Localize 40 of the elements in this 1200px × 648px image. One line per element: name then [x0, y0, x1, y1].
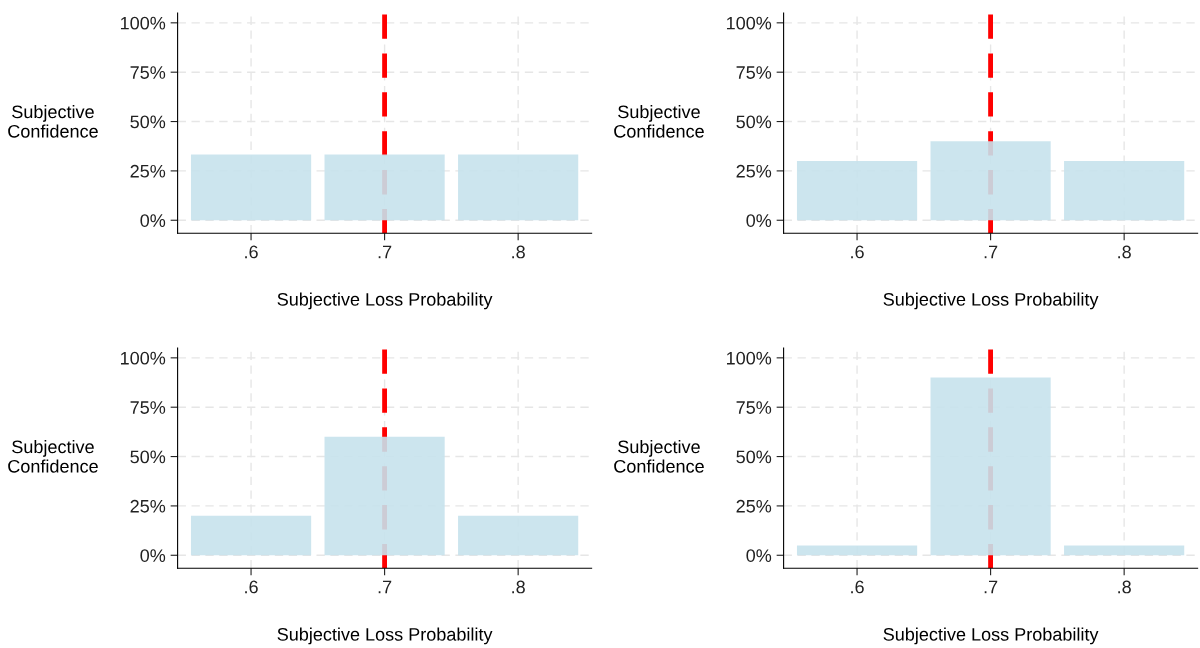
y-tick-label: 75% [736, 66, 772, 79]
y-tick-label: 25% [130, 164, 166, 178]
y-axis-title: Subjective Confidence [614, 440, 704, 473]
x-tick-label: .8 [1118, 245, 1131, 259]
x-tick-label: .6 [851, 245, 864, 259]
y-tick-label: 0% [746, 549, 772, 562]
y-tick-label: 100% [726, 16, 772, 30]
x-tick-label: .8 [512, 245, 525, 259]
y-tick-label: 0% [140, 214, 166, 227]
y-tick-label: 0% [140, 549, 166, 562]
y-tick-label: 50% [736, 115, 772, 129]
x-tick-label: .7 [378, 245, 392, 259]
x-axis-title: Subjective Loss Probability [883, 292, 1099, 310]
y-tick-label: 100% [120, 351, 166, 365]
y-tick-label: 50% [736, 450, 772, 464]
x-axis-title: Subjective Loss Probability [277, 292, 493, 310]
x-tick-label: .6 [245, 245, 258, 259]
x-axis-title: Subjective Loss Probability [277, 627, 493, 645]
y-tick-label: 50% [130, 450, 166, 464]
y-tick-label: 50% [130, 115, 166, 129]
x-tick-label: .7 [378, 580, 392, 594]
y-tick-label: 75% [130, 401, 166, 414]
y-tick-label: 25% [736, 164, 772, 178]
x-axis-title: Subjective Loss Probability [883, 627, 1099, 645]
y-tick-label: 100% [120, 16, 166, 30]
y-tick-label: 75% [130, 66, 166, 79]
x-tick-label: .8 [512, 580, 525, 594]
x-tick-label: .6 [245, 580, 258, 594]
y-axis-title: Subjective Confidence [8, 104, 98, 138]
y-tick-label: 100% [726, 351, 772, 365]
x-tick-label: .8 [1118, 580, 1131, 594]
y-tick-label: 0% [746, 214, 772, 227]
y-tick-label: 75% [736, 401, 772, 414]
y-axis-title: Subjective Confidence [8, 440, 98, 473]
x-tick-label: .6 [851, 580, 864, 594]
y-tick-label: 25% [736, 499, 772, 513]
y-tick-label: 25% [130, 499, 166, 513]
y-axis-title: Subjective Confidence [614, 104, 704, 138]
x-tick-label: .7 [984, 245, 998, 259]
x-tick-label: .7 [984, 580, 998, 594]
